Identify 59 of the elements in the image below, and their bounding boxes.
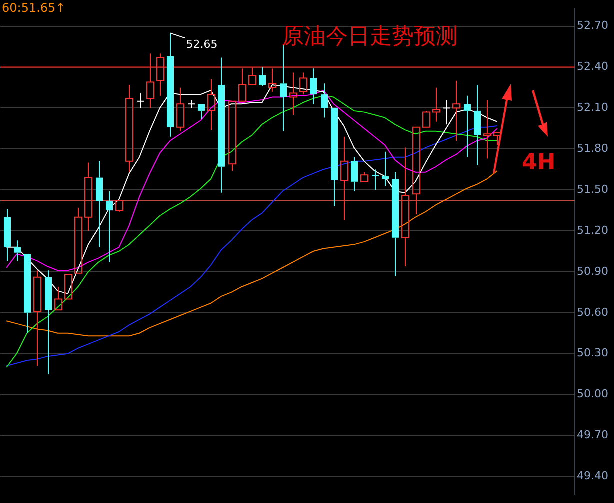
y-tick-label: 50.60 xyxy=(577,306,608,319)
candlestick xyxy=(24,254,31,334)
candlestick xyxy=(248,66,256,86)
candlestick xyxy=(156,53,164,96)
candlestick xyxy=(34,270,42,367)
candlestick xyxy=(484,100,492,160)
candlestick xyxy=(310,68,317,105)
candlestick xyxy=(176,87,184,132)
y-tick-label: 52.10 xyxy=(577,101,608,114)
candlestick xyxy=(14,240,21,262)
candlestick xyxy=(268,68,276,92)
candlestick xyxy=(280,44,287,132)
candlestick xyxy=(96,160,103,248)
candlestick xyxy=(136,92,144,109)
candlestick xyxy=(464,95,471,158)
candlestick xyxy=(442,100,450,126)
candlestick xyxy=(321,83,328,118)
candlestick xyxy=(208,79,216,131)
candlestick xyxy=(340,136,348,221)
candlestick xyxy=(218,57,225,194)
candlestick xyxy=(198,104,205,120)
candlestick xyxy=(290,72,298,116)
y-tick-label: 51.20 xyxy=(577,224,608,237)
candlestick xyxy=(45,270,52,375)
y-tick-label: 50.00 xyxy=(577,388,608,401)
candlestick xyxy=(452,80,460,142)
y-tick-label: 51.80 xyxy=(577,142,608,156)
y-tick-label: 52.70 xyxy=(577,19,608,32)
candlestick xyxy=(494,132,502,146)
candlestick xyxy=(392,172,399,277)
candlestick xyxy=(351,156,358,192)
candlestick xyxy=(412,126,420,216)
y-tick-label: 50.90 xyxy=(577,264,608,278)
candlestick xyxy=(402,147,410,268)
candlestick xyxy=(84,162,92,232)
candlestick xyxy=(238,68,246,102)
candlestick xyxy=(74,207,82,274)
y-tick-label: 49.40 xyxy=(577,470,608,483)
candlestick xyxy=(54,286,62,311)
candlestick xyxy=(167,32,174,138)
candlestick xyxy=(432,87,440,122)
candlestick xyxy=(372,169,379,191)
candlestick xyxy=(106,190,113,263)
y-tick-label: 51.50 xyxy=(577,182,608,196)
annotation: 52.65 xyxy=(186,38,218,52)
annotation: 60:51.65↑ xyxy=(2,1,66,16)
candlestick xyxy=(228,100,236,172)
y-tick-label: 49.70 xyxy=(577,428,608,442)
text: 4H xyxy=(522,150,556,176)
candlestick xyxy=(126,84,134,173)
y-tick-label: 50.30 xyxy=(577,346,608,360)
candlestick xyxy=(331,108,338,207)
text: 原油今日走势预测 xyxy=(282,24,458,50)
y-tick-label: 52.40 xyxy=(577,60,608,74)
candlestick xyxy=(146,53,154,109)
candlestick xyxy=(382,151,389,186)
candlestick xyxy=(259,66,266,87)
candlestick xyxy=(4,208,11,262)
candlestick xyxy=(474,84,481,166)
